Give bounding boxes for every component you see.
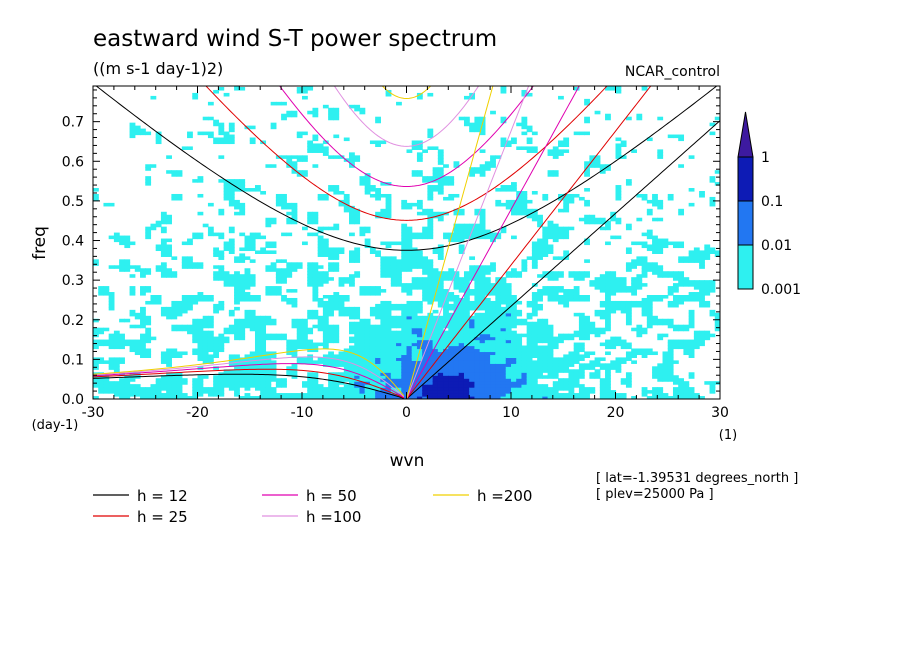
y-tick-label: 0.3	[62, 273, 84, 289]
y-tick-label: 0.1	[62, 352, 84, 368]
y-axis-label: freq	[30, 226, 50, 260]
y-tick-label: 0.4	[62, 234, 84, 250]
colorbar-over-triangle	[737, 111, 754, 158]
colorbar-label: 0.01	[761, 238, 792, 254]
colorbar-segment-1	[737, 200, 754, 246]
x-tick-label: -20	[186, 405, 209, 421]
y-tick-label: 0.0	[62, 392, 84, 408]
legend-label: h =100	[306, 508, 361, 526]
kelvin-curve-4	[406, 86, 494, 399]
y-tick-label: 0.6	[62, 154, 84, 170]
inertia-gravity-curve-1	[205, 86, 608, 221]
x-tick-label: 20	[607, 405, 625, 421]
rossby-curve-1	[93, 368, 405, 399]
legend-label: h = 25	[137, 508, 188, 526]
annotation-lat: [ lat=-1.39531 degrees_north ]	[596, 471, 798, 486]
chart-title: eastward wind S-T power spectrum	[93, 26, 497, 52]
inertia-gravity-curve-2	[279, 86, 534, 188]
x-tick-label: 0	[402, 405, 411, 421]
annotation-plev: [ plev=25000 Pa ]	[596, 487, 714, 502]
legend-label: h =200	[477, 487, 532, 505]
spectrum-shading	[93, 86, 720, 399]
axis-ticks: -30 -20 -10 0 10 20 30 0.0 0.1 0.2 0.3 0.4 0.5 0.6 0.7	[62, 86, 729, 421]
kelvin-curve-2	[406, 86, 580, 399]
kelvin-curve-1	[406, 86, 652, 399]
y-tick-label: 0.5	[62, 194, 84, 210]
x-tick-label: 10	[502, 405, 520, 421]
x-tick-label: -30	[82, 405, 105, 421]
colorbar-label: 1	[761, 150, 770, 166]
colorbar-label: 0.001	[761, 282, 801, 298]
legend-label: h = 50	[306, 487, 357, 505]
rossby-curve-2	[93, 363, 405, 398]
y-tick-label: 0.7	[62, 115, 84, 131]
legend-label: h = 12	[137, 487, 188, 505]
rossby-curve-4	[93, 348, 405, 397]
colorbar-segment-2	[737, 156, 754, 202]
colorbar-label: 0.1	[761, 194, 783, 210]
inertia-gravity-curve-4	[381, 86, 432, 100]
kelvin-curve-3	[406, 86, 530, 399]
rossby-curve-3	[93, 356, 405, 398]
rossby-curve-0	[93, 373, 405, 399]
chart-subtitle: ((m s-1 day-1)2)	[93, 59, 223, 78]
x-unit-label: (1)	[719, 428, 737, 443]
x-tick-label: 30	[711, 405, 729, 421]
curve-legend: h = 12 h = 25 h = 50 h =100 h =200	[93, 487, 532, 526]
dispersion-curves	[93, 86, 720, 399]
y-unit-label: (day-1)	[32, 418, 79, 433]
inertia-gravity-curve-3	[333, 86, 480, 147]
colorbar-segment-0	[737, 244, 754, 290]
inertia-gravity-curve-0	[95, 86, 718, 251]
x-axis-label: wvn	[390, 451, 425, 471]
plot-area: -30 -20 -10 0 10 20 30 0.0 0.1 0.2 0.3 0.4 0.5 0.6 0.7	[62, 85, 729, 421]
colorbar: 1 0.1 0.01 0.001	[737, 111, 801, 298]
y-tick-label: 0.2	[62, 313, 84, 329]
run-label: NCAR_control	[625, 64, 720, 80]
x-tick-label: -10	[291, 405, 314, 421]
kelvin-curve-0	[406, 120, 720, 399]
